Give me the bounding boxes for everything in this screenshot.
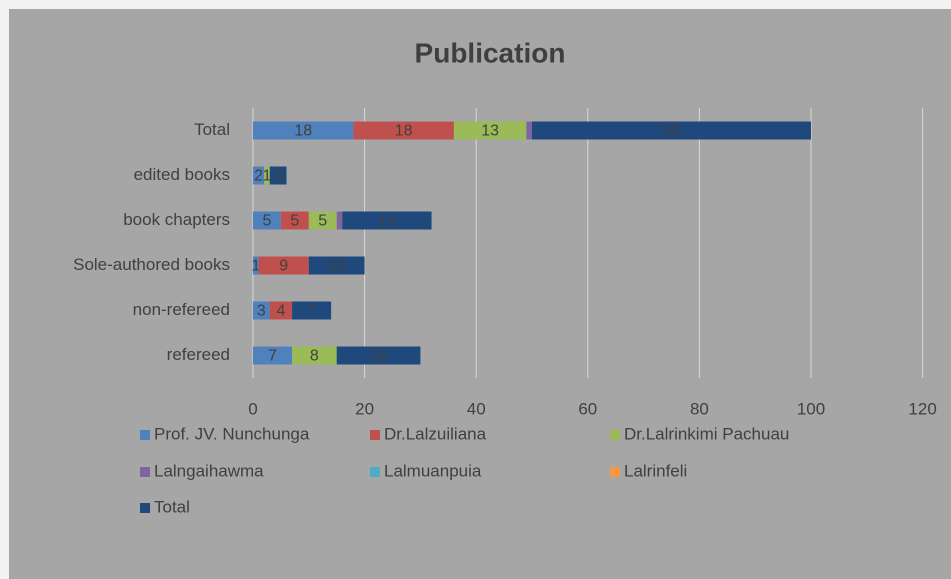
data-label: 16 bbox=[378, 213, 396, 230]
legend-swatch bbox=[140, 467, 150, 477]
x-tick-label: 80 bbox=[690, 399, 709, 418]
data-label: 5 bbox=[318, 213, 327, 230]
bar-segment bbox=[342, 211, 432, 230]
data-label: 5 bbox=[262, 213, 271, 230]
bar-segment bbox=[264, 166, 270, 185]
bar-segment bbox=[526, 121, 532, 140]
bar-segment bbox=[453, 121, 527, 140]
data-label: 5 bbox=[290, 213, 299, 230]
data-label: 18 bbox=[395, 123, 413, 140]
y-tick-label: edited books bbox=[134, 165, 230, 184]
legend-label: Dr.Lalrinkimi Pachuau bbox=[624, 424, 789, 443]
bar-segment bbox=[308, 211, 337, 230]
data-label: 13 bbox=[481, 123, 499, 140]
y-tick-label: Total bbox=[194, 120, 230, 139]
bar-segment bbox=[280, 211, 309, 230]
x-tick-label: 20 bbox=[355, 399, 374, 418]
bar-segment bbox=[253, 166, 265, 185]
legend-swatch bbox=[140, 430, 150, 440]
bar-segment bbox=[308, 256, 365, 275]
bar-segment bbox=[292, 346, 337, 365]
legend-swatch bbox=[610, 430, 620, 440]
x-tick-label: 60 bbox=[578, 399, 597, 418]
data-label: 15 bbox=[370, 348, 388, 365]
data-label: 50 bbox=[663, 123, 681, 140]
data-label: 10 bbox=[328, 258, 346, 275]
bar-segment bbox=[258, 256, 309, 275]
data-label: 1 bbox=[251, 258, 260, 275]
data-label: 3 bbox=[274, 168, 283, 185]
bar-segment bbox=[292, 301, 332, 320]
legend-label: Lalmuanpuia bbox=[384, 461, 482, 480]
bar-segment bbox=[269, 301, 293, 320]
bar-segment bbox=[532, 121, 811, 140]
bar-segment bbox=[269, 166, 287, 185]
legend-swatch bbox=[370, 430, 380, 440]
legend-label: Lalrinfeli bbox=[624, 461, 687, 480]
legend-label: Prof. JV. Nunchunga bbox=[154, 424, 310, 443]
legend-label: Dr.Lalzuiliana bbox=[384, 424, 487, 443]
y-tick-label: refereed bbox=[167, 345, 230, 364]
data-label: 4 bbox=[276, 303, 285, 320]
legend-swatch bbox=[610, 467, 620, 477]
bar-segment bbox=[253, 121, 354, 140]
y-tick-label: book chapters bbox=[123, 210, 230, 229]
legend-swatch bbox=[370, 467, 380, 477]
data-label: 18 bbox=[294, 123, 312, 140]
bar-segment bbox=[353, 121, 454, 140]
chart-background bbox=[9, 9, 951, 579]
x-tick-label: 120 bbox=[908, 399, 936, 418]
legend-label: Lalngaihawma bbox=[154, 461, 264, 480]
x-tick-label: 0 bbox=[248, 399, 257, 418]
chart-title: Publication bbox=[415, 37, 566, 68]
bar-segment bbox=[253, 256, 259, 275]
bar-segment bbox=[253, 211, 281, 230]
legend-label: Total bbox=[154, 497, 190, 516]
bar-segment bbox=[253, 346, 293, 365]
data-label: 3 bbox=[257, 303, 266, 320]
x-tick-label: 40 bbox=[467, 399, 486, 418]
bar-segment bbox=[336, 211, 343, 230]
data-label: 2 bbox=[254, 168, 263, 185]
y-tick-label: non-refereed bbox=[133, 300, 230, 319]
data-label: 7 bbox=[307, 303, 316, 320]
y-tick-label: Sole-authored books bbox=[73, 255, 230, 274]
x-tick-label: 100 bbox=[797, 399, 825, 418]
data-label: 8 bbox=[310, 348, 319, 365]
data-label: 1 bbox=[262, 168, 271, 185]
data-label: 9 bbox=[279, 258, 288, 275]
bar-segment bbox=[336, 346, 421, 365]
legend-swatch bbox=[140, 503, 150, 513]
data-label: 7 bbox=[268, 348, 277, 365]
bar-segment bbox=[253, 301, 270, 320]
